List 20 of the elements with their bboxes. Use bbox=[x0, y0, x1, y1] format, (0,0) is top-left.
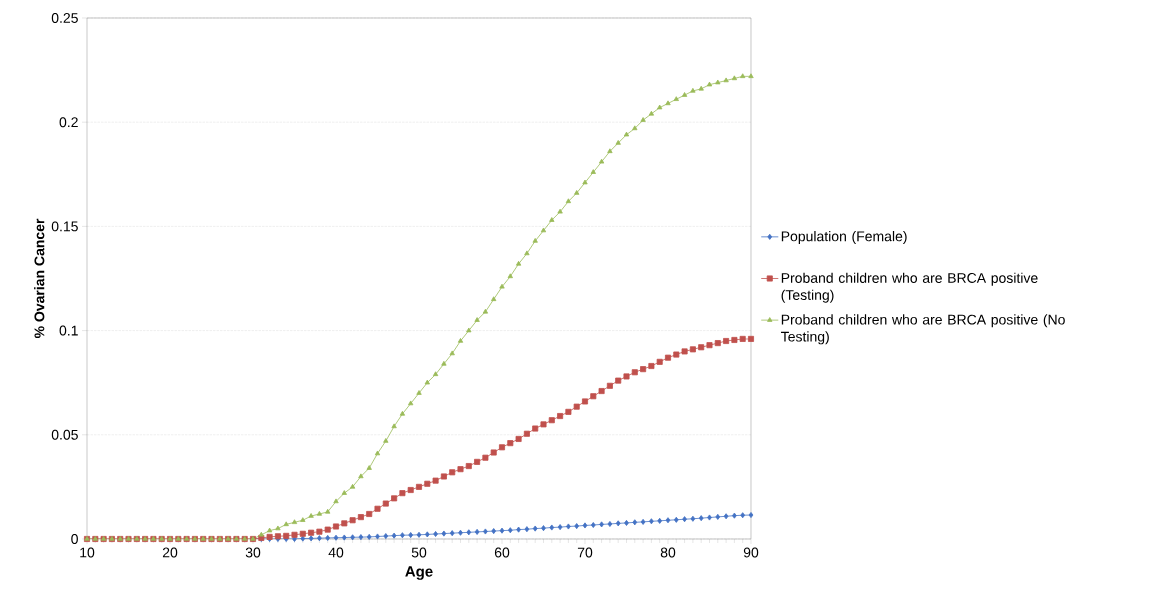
legend-label: Population (Female) bbox=[781, 231, 907, 245]
x-axis-title: Age bbox=[405, 566, 433, 580]
y-tick-label: 0.2 bbox=[59, 117, 78, 128]
x-tick-label: 80 bbox=[660, 547, 676, 558]
x-tick-label: 70 bbox=[577, 547, 593, 558]
y-tick-label: 0.15 bbox=[51, 221, 78, 232]
y-tick-label: 0.1 bbox=[59, 325, 78, 336]
x-tick-label: 30 bbox=[245, 547, 261, 558]
x-tick-label: 90 bbox=[743, 547, 759, 558]
legend-label: Proband children who are BRCA positive (No Testing) bbox=[781, 314, 1065, 345]
y-tick-label: 0.05 bbox=[51, 429, 78, 440]
x-tick-label: 20 bbox=[162, 547, 178, 558]
x-tick-label: 10 bbox=[80, 547, 95, 558]
x-tick-label: 50 bbox=[411, 547, 427, 558]
y-tick-label: 0 bbox=[71, 534, 78, 544]
x-tick-label: 40 bbox=[328, 547, 344, 558]
y-tick-label: 0.25 bbox=[51, 13, 78, 23]
legend-label: Proband children who are BRCA positive (Testing) bbox=[781, 272, 1038, 303]
x-tick-label: 60 bbox=[494, 547, 510, 558]
y-axis-title: % Ovarian Cancer bbox=[34, 218, 45, 339]
